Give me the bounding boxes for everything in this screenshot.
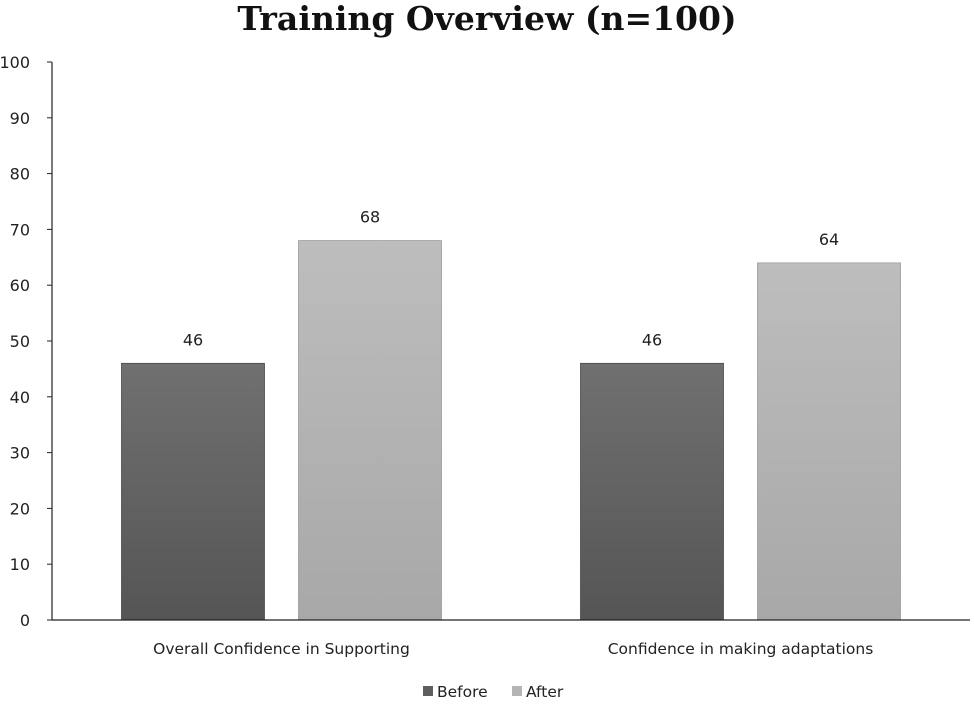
legend-label-after: After (526, 683, 564, 701)
y-tick-label: 30 (10, 444, 30, 463)
y-tick-label: 20 (10, 499, 30, 518)
bar-after-2 (757, 262, 901, 621)
y-tick-label: 10 (10, 555, 30, 574)
bar-before-2 (580, 362, 724, 621)
y-tick-label: 70 (10, 220, 30, 239)
x-axis: Overall Confidence in Supporting Confiden… (52, 619, 970, 658)
y-axis: 0 10 20 30 40 50 60 70 80 90 100 (0, 53, 53, 630)
y-tick-label: 0 (20, 611, 30, 630)
x-category-label: Overall Confidence in Supporting (153, 640, 410, 658)
data-label: 64 (819, 230, 839, 249)
data-label: 46 (642, 330, 662, 349)
y-tick-label: 40 (10, 388, 30, 407)
legend-swatch-after (512, 686, 522, 696)
data-label: 46 (183, 330, 203, 349)
bars (121, 240, 901, 621)
data-label: 68 (360, 208, 380, 227)
data-labels: 46 68 46 64 (183, 208, 839, 350)
y-tick-label: 80 (10, 165, 30, 184)
legend: Before After (423, 683, 564, 701)
x-category-label: Confidence in making adaptations (608, 640, 874, 658)
y-tick-label: 100 (0, 53, 30, 72)
bar-before-1 (121, 362, 265, 621)
y-tick-label: 50 (10, 332, 30, 351)
legend-label-before: Before (437, 683, 488, 701)
y-tick-label: 60 (10, 276, 30, 295)
bar-after-1 (298, 240, 442, 621)
chart-title: Training Overview (n=100) (237, 0, 736, 38)
legend-swatch-before (423, 686, 433, 696)
y-tick-label: 90 (10, 109, 30, 128)
